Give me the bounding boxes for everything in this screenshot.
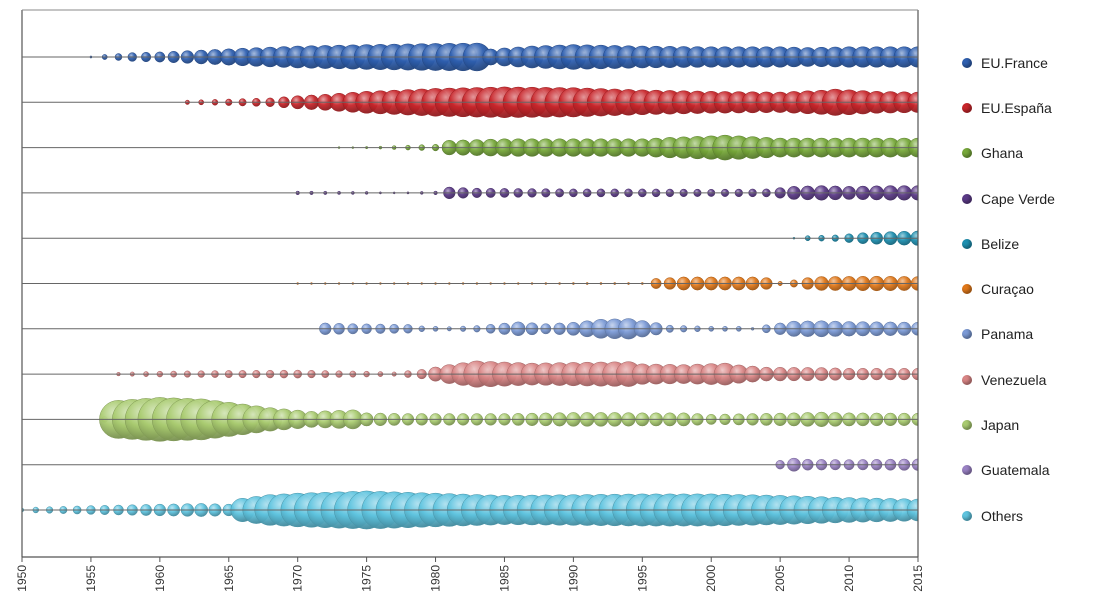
legend-swatch xyxy=(962,420,972,431)
legend-label: Venezuela xyxy=(981,371,1047,388)
legend-swatch xyxy=(962,238,972,249)
legend-item: Cape Verde xyxy=(962,176,1055,221)
legend-swatch xyxy=(962,510,972,521)
legend-swatch xyxy=(962,57,972,68)
chart-legend: EU.France EU.España Ghana Cape Verde Belize C… xyxy=(962,40,1055,538)
legend-label: EU.España xyxy=(981,99,1052,116)
x-tick-label: 1995 xyxy=(635,565,649,592)
legend-label: Belize xyxy=(981,235,1020,252)
legend-swatch xyxy=(962,193,972,204)
x-tick-label: 1990 xyxy=(566,565,580,592)
legend-label: Curaçao xyxy=(981,281,1034,298)
legend-label: EU.France xyxy=(981,54,1048,71)
x-tick-label: 1975 xyxy=(360,565,374,592)
legend-item: EU.España xyxy=(962,85,1055,130)
legend-label: Panama xyxy=(981,326,1034,343)
legend-item: Ghana xyxy=(962,131,1055,176)
legend-label: Japan xyxy=(981,417,1020,434)
x-tick-label: 2015 xyxy=(911,565,925,592)
legend-item: Panama xyxy=(962,312,1055,357)
legend-item: Belize xyxy=(962,221,1055,266)
legend-swatch xyxy=(962,465,972,476)
legend-swatch xyxy=(962,374,972,385)
x-tick-label: 1970 xyxy=(291,565,305,592)
legend-swatch xyxy=(962,102,972,113)
x-tick-label: 1980 xyxy=(429,565,443,592)
x-tick-label: 1950 xyxy=(15,565,29,592)
legend-label: Ghana xyxy=(981,145,1024,162)
legend-item: EU.France xyxy=(962,40,1055,85)
x-tick-label: 2005 xyxy=(773,565,787,592)
legend-label: Cape Verde xyxy=(981,190,1055,207)
legend-item: Venezuela xyxy=(962,357,1055,402)
legend-label: Guatemala xyxy=(981,462,1050,479)
x-tick-label: 1965 xyxy=(222,565,236,592)
legend-item: Japan xyxy=(962,402,1055,447)
x-tick-label: 1960 xyxy=(153,565,167,592)
legend-item: Guatemala xyxy=(962,448,1055,493)
legend-label: Others xyxy=(981,507,1024,524)
x-tick-label: 2000 xyxy=(704,565,718,592)
x-tick-label: 1985 xyxy=(497,565,511,592)
legend-item: Others xyxy=(962,493,1055,538)
x-tick-label: 1955 xyxy=(84,565,98,592)
legend-swatch xyxy=(962,148,972,159)
x-tick-label: 2010 xyxy=(842,565,856,592)
legend-swatch xyxy=(962,284,972,295)
legend-item: Curaçao xyxy=(962,266,1055,311)
legend-swatch xyxy=(962,329,972,340)
